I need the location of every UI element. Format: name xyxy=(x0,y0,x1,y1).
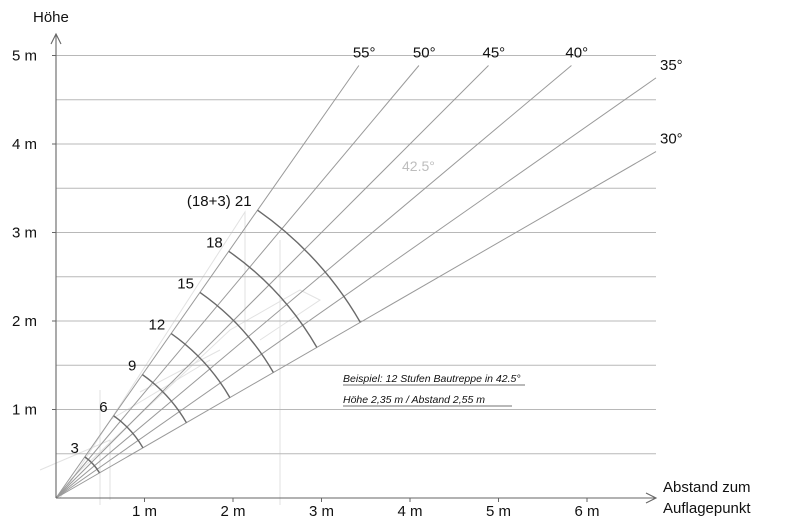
y-tick-label: 1 m xyxy=(12,402,37,419)
angle-rays xyxy=(55,65,657,499)
horizontal-gridlines xyxy=(56,55,656,455)
step-label-6: 6 xyxy=(99,399,107,416)
x-tick-label: 2 m xyxy=(220,503,245,519)
x-tick-label: 6 m xyxy=(574,503,599,519)
angle-label-55: 55° xyxy=(353,45,376,62)
angle-ray-35 xyxy=(55,77,657,499)
angle-label-35: 35° xyxy=(660,57,683,74)
step-label-3: 3 xyxy=(70,440,78,457)
arc-steps-6 xyxy=(113,415,144,449)
arc-steps-9 xyxy=(141,374,188,424)
angle-label-30: 30° xyxy=(660,131,683,148)
angle-ray-50 xyxy=(55,65,420,499)
y-axis-arrow xyxy=(50,32,62,45)
example-line-1: Beispiel: 12 Stufen Bautreppe in 42.5° xyxy=(343,373,521,385)
arc-steps-3 xyxy=(84,456,101,474)
x-axis-label-line1: Abstand zum xyxy=(663,479,751,496)
y-tick-label: 2 m xyxy=(12,313,37,330)
arc-angle-label: 42.5° xyxy=(402,158,435,174)
y-tick-labels: 1 m 2 m 3 m 4 m 5 m xyxy=(12,48,56,419)
axes xyxy=(50,32,658,504)
x-axis-label-line2: Auflagepunkt xyxy=(663,500,751,517)
y-axis-label: Höhe xyxy=(33,9,69,26)
angle-ray-40 xyxy=(55,65,572,499)
arc-steps-15 xyxy=(199,291,274,373)
angle-label-40: 40° xyxy=(565,45,588,62)
step-labels: 3 6 9 12 15 18 (18+3) 21 xyxy=(70,193,251,457)
angle-label-45: 45° xyxy=(483,45,506,62)
step-label-21: (18+3) 21 xyxy=(187,193,252,210)
arc-steps-12 xyxy=(170,332,231,398)
angle-labels: 55° 50° 45° 40° 35° 30° xyxy=(353,45,683,148)
step-label-12: 12 xyxy=(148,317,165,334)
step-label-15: 15 xyxy=(177,275,194,292)
x-tick-label: 5 m xyxy=(486,503,511,519)
x-axis-arrow xyxy=(645,492,658,504)
x-tick-label: 3 m xyxy=(309,503,334,519)
angle-label-50: 50° xyxy=(413,45,436,62)
y-tick-label: 5 m xyxy=(12,48,37,65)
x-tick-labels: 1 m 2 m 3 m 4 m 5 m 6 m xyxy=(132,498,600,519)
y-tick-label: 4 m xyxy=(12,136,37,153)
angle-ray-30 xyxy=(55,151,657,499)
angle-ray-55 xyxy=(55,65,360,499)
example-line-2: Höhe 2,35 m / Abstand 2,55 m xyxy=(343,394,485,406)
arc-steps-21 xyxy=(257,209,361,323)
angle-ray-45 xyxy=(55,65,489,499)
x-tick-label: 1 m xyxy=(132,503,157,519)
step-label-9: 9 xyxy=(128,358,136,375)
ghost-staircase-sketch xyxy=(39,210,321,505)
x-tick-label: 4 m xyxy=(397,503,422,519)
y-tick-label: 3 m xyxy=(12,225,37,242)
arc-steps-18 xyxy=(228,250,318,348)
step-count-arcs xyxy=(84,209,361,474)
step-label-18: 18 xyxy=(206,234,223,251)
